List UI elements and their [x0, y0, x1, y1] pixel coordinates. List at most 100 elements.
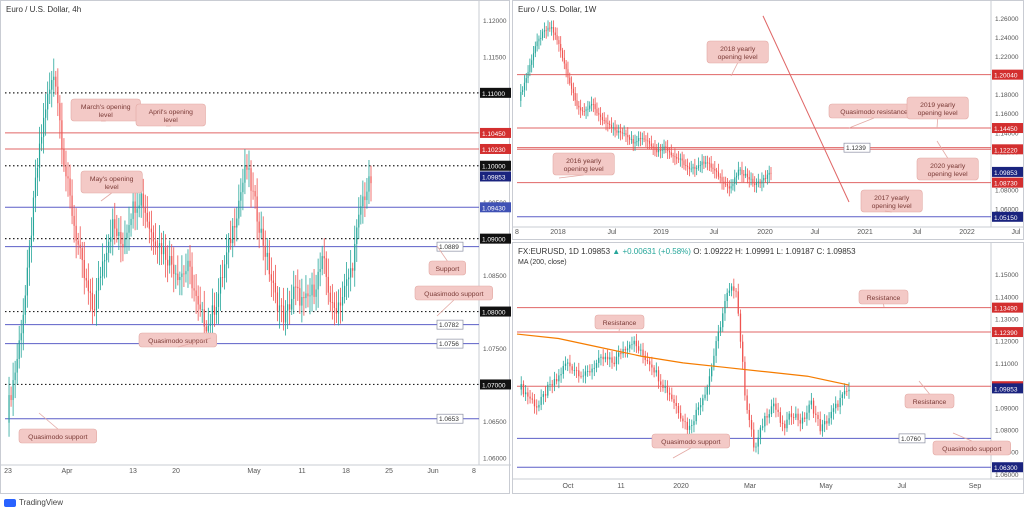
candle-body	[110, 237, 112, 242]
candle-body	[792, 417, 795, 418]
candle-body	[156, 247, 159, 248]
candle-body	[600, 114, 602, 118]
candle-body	[130, 218, 132, 226]
x-tick-label: Jul	[898, 483, 907, 490]
candle-body	[569, 77, 571, 84]
candle-body	[640, 349, 642, 351]
chart-weekly-svg[interactable]: 1.260001.240001.220001.200001.180001.160…	[513, 1, 1024, 241]
candle-body	[525, 78, 527, 83]
candle-body	[561, 50, 564, 58]
price-tag	[992, 302, 1023, 313]
chart-panel-4h[interactable]: 1.120001.115001.110001.105001.100001.095…	[0, 0, 511, 495]
candle-body	[522, 89, 524, 92]
price-tag-label: 1.14450	[994, 126, 1018, 133]
y-tick-label: 1.26000	[995, 16, 1019, 23]
candle-body	[122, 243, 124, 248]
candle-body	[571, 366, 573, 371]
candle-body	[522, 383, 525, 395]
candle-body	[280, 305, 283, 307]
price-tag	[480, 379, 511, 390]
price-tag	[480, 306, 511, 317]
candle-body	[633, 340, 635, 345]
candle-body	[305, 293, 307, 299]
candle-body	[765, 178, 767, 179]
candle-body	[777, 409, 779, 413]
candle-body	[750, 178, 752, 180]
tradingview-brand[interactable]: TradingView	[4, 498, 63, 507]
x-tick-label: 13	[129, 468, 137, 475]
candle-body	[278, 305, 281, 311]
y-tick-label: 1.12000	[995, 339, 1019, 346]
candle-body	[637, 346, 640, 351]
chart-panel-daily[interactable]: 1.150001.140001.130001.120001.110001.100…	[512, 242, 1024, 494]
close-value: C: 1.09853	[816, 247, 856, 256]
candle-body	[226, 252, 228, 265]
candle-body	[560, 374, 562, 376]
chart-panel-weekly[interactable]: 1.260001.240001.220001.200001.180001.160…	[512, 0, 1024, 240]
candle-body	[742, 341, 744, 362]
candle-body	[594, 104, 596, 110]
candle-body	[598, 357, 600, 363]
candle-body	[717, 331, 719, 342]
candle-body	[576, 100, 578, 106]
candle-body	[523, 82, 525, 90]
candle-body	[779, 412, 781, 423]
candle-body	[575, 370, 578, 372]
candle-body	[193, 288, 195, 291]
price-tag	[992, 69, 1023, 80]
candle-body	[649, 361, 651, 365]
candle-body	[702, 398, 704, 406]
candle-body	[674, 156, 676, 158]
candle-body	[735, 290, 737, 292]
price-tag	[480, 171, 511, 182]
y-tick-label: 1.13000	[995, 317, 1019, 324]
candle-body	[47, 93, 49, 110]
candle-body	[587, 108, 589, 110]
candle-body	[755, 182, 758, 186]
candle-body	[639, 138, 642, 139]
callout-pointer	[436, 299, 455, 317]
candle-body	[144, 207, 146, 213]
candle-body	[165, 247, 167, 260]
last-price: 1.09853	[581, 247, 611, 256]
chart-ohlc-line: FX:EURUSD, 1D 1.09853 ▲ +0.00631 (+0.58%…	[518, 247, 856, 256]
candle-body	[520, 383, 522, 390]
moving-average-line	[516, 333, 850, 386]
candle-body	[527, 392, 529, 397]
candle-body	[370, 176, 372, 184]
callout-text: Resistance	[603, 320, 637, 327]
callout-text: 2016 yearly	[566, 158, 602, 165]
candle-body	[677, 158, 680, 160]
candle-body	[657, 370, 660, 382]
candle-body	[589, 371, 591, 373]
candle-body	[252, 190, 254, 192]
candle-body	[171, 256, 173, 265]
candle-body	[211, 305, 213, 324]
candle-body	[97, 277, 100, 291]
candle-body	[734, 177, 736, 184]
candle-body	[623, 133, 625, 134]
ma-indicator-label[interactable]: MA (200, close)	[518, 259, 567, 266]
candle-body	[32, 197, 35, 236]
candle-body	[670, 152, 672, 156]
candle-body	[604, 356, 607, 360]
candle-body	[313, 284, 315, 297]
candle-body	[691, 425, 693, 426]
y-tick-label: 1.22000	[995, 54, 1019, 61]
candle-body	[230, 239, 232, 244]
level-tag-label: 1.0756	[439, 341, 459, 348]
candle-body	[618, 352, 620, 357]
x-tick-label: 8	[515, 229, 519, 236]
high-value: H: 1.09991	[735, 247, 775, 256]
candle-body	[715, 341, 717, 356]
candle-body	[636, 141, 638, 143]
candle-body	[116, 228, 118, 236]
chart-4h-svg[interactable]: 1.120001.115001.110001.105001.100001.095…	[1, 1, 511, 495]
candle-body	[590, 104, 593, 106]
price-tag-label: 1.20040	[994, 73, 1018, 80]
chart-daily-svg[interactable]: 1.150001.140001.130001.120001.110001.100…	[513, 243, 1024, 495]
candle-body	[690, 168, 692, 170]
candle-body	[662, 384, 664, 388]
candle-body	[69, 178, 71, 196]
candle-body	[329, 292, 331, 303]
